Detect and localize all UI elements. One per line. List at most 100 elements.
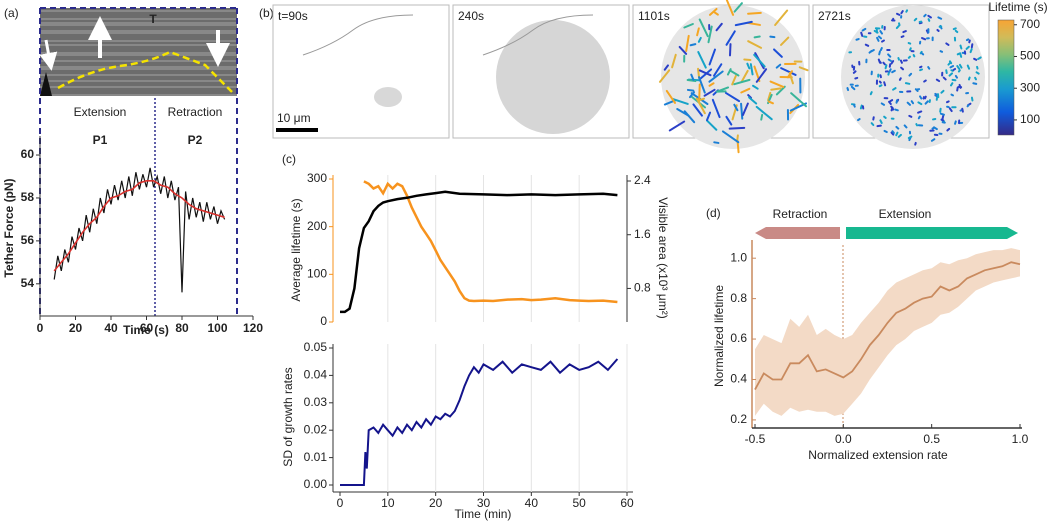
track [728,43,732,57]
image-annotation: T [149,12,157,26]
track [952,27,957,31]
panel-label: (d) [706,206,721,220]
track [713,141,720,144]
track [715,86,730,93]
track [940,89,945,94]
track [961,107,964,113]
x-axis-label: Time (s) [123,323,169,337]
cell [374,87,402,107]
frame-label: 240s [458,9,484,23]
track [952,67,957,71]
track [683,23,694,29]
track [747,40,763,49]
track [891,130,895,134]
x-tick-label: 120 [243,321,263,335]
track [908,72,913,77]
x-tick-label: 60 [620,496,634,510]
track [895,131,899,137]
colorbar [997,19,1015,136]
panel-label: (b) [259,6,274,20]
x-tick-label: 0.5 [923,432,940,446]
track [708,48,716,66]
data-line [53,167,226,293]
track [734,20,753,27]
colorbar-tick-label: 700 [1020,17,1040,31]
arrow [39,39,58,71]
track [880,102,886,106]
track [753,53,766,68]
track [706,111,712,122]
track [775,85,786,96]
y-axis-label: Normalized lifetime [712,285,726,387]
track [931,126,936,130]
track [959,52,963,58]
x-tick-label: 60 [140,321,154,335]
track [917,110,923,114]
annotation: Retraction [168,105,223,119]
x-tick-label: 0.0 [835,432,852,446]
track [977,56,982,60]
track [898,77,902,81]
track [887,53,892,58]
track [891,107,895,111]
track [733,78,751,86]
track [956,52,962,56]
annotation: P1 [93,133,108,147]
annotation: Retraction [773,207,828,221]
y-tick-label: 0.2 [730,412,747,426]
track [968,39,971,44]
track [671,53,677,69]
track [919,68,924,72]
track [850,85,856,91]
track [773,48,783,58]
track [697,36,702,43]
y-tick-label: 0.8 [730,291,747,305]
track [853,103,856,108]
track [924,95,927,100]
track [939,50,944,53]
track [869,91,873,96]
track [956,65,961,70]
y-tick-label: 100 [307,267,327,281]
track [923,79,927,83]
track [755,105,773,121]
x-tick-label: 0 [37,321,44,335]
colorbar-title: Lifetime (s) [988,0,1047,14]
annotation: P2 [188,133,203,147]
track [907,135,913,140]
data-line [363,180,618,304]
track [672,98,689,105]
track [935,78,941,83]
colorbar-tick-label: 100 [1020,112,1040,126]
track [752,84,759,90]
track [949,82,954,87]
track [956,86,959,92]
y-tick-label: 1.0 [730,250,747,264]
track [892,87,897,91]
track [721,130,740,144]
track [894,108,899,112]
track [733,2,743,13]
track [908,114,913,118]
y-tick-label: 56 [21,233,35,247]
track [927,14,932,19]
track [689,43,697,47]
track [948,72,954,77]
track [890,60,895,65]
track [891,17,895,22]
y-tick-label: 58 [21,190,35,204]
track [860,31,864,37]
track [914,141,917,146]
y-tick-label: 54 [21,276,35,290]
track [934,92,938,98]
filament [482,14,594,56]
track [690,73,695,81]
track [883,129,888,134]
track [658,69,671,83]
y2-axis-label: Visible area (x10³ μm²) [656,197,670,318]
track [740,69,749,83]
panel-label: (c) [282,152,296,166]
tether-outline [57,50,233,93]
frame-label: t=90s [278,9,308,23]
scale-bar-label: 10 μm [277,111,311,125]
